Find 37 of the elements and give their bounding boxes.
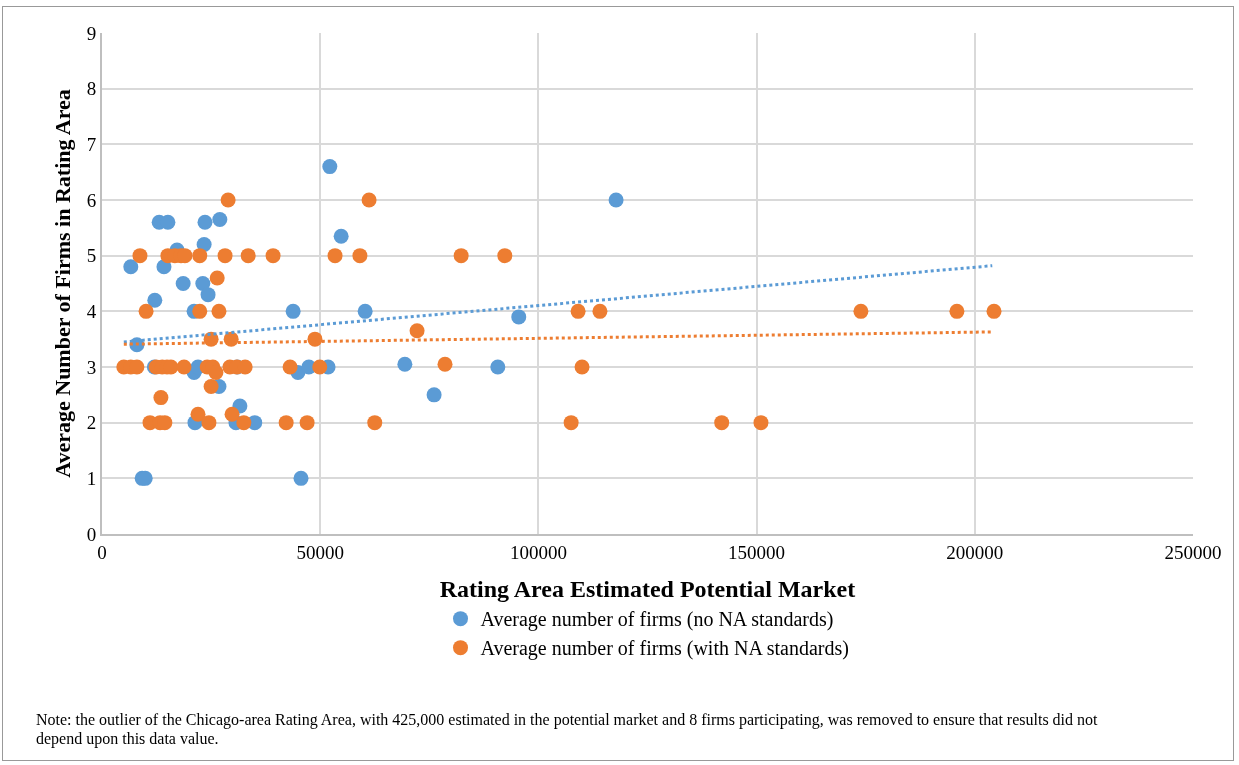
y-tick-label: 3 bbox=[86, 356, 97, 378]
point bbox=[490, 359, 506, 375]
point bbox=[197, 214, 213, 230]
point bbox=[426, 387, 442, 403]
y-tick-label: 8 bbox=[86, 78, 97, 100]
x-tick-label: 200000 bbox=[946, 541, 1004, 563]
point bbox=[147, 292, 163, 308]
point bbox=[212, 211, 228, 227]
y-tick-label: 6 bbox=[86, 189, 97, 211]
y-tick-label: 5 bbox=[86, 245, 97, 267]
x-axis-title: Rating Area Estimated Potential Market bbox=[439, 575, 856, 602]
text: Note: the outlier of the Chicago-area Rating Area, with 425,000 estimated in the potential market and 8 firms participating, was removed to ensure that results did not depend upon this data value. bbox=[36, 710, 1099, 748]
y-tick-label: 0 bbox=[86, 523, 97, 545]
y-axis-title: Average Number of Firms in Rating Area bbox=[50, 89, 75, 478]
point bbox=[333, 228, 349, 244]
x-tick-label: 100000 bbox=[509, 541, 567, 563]
point bbox=[175, 276, 191, 291]
y-tick-label: 1 bbox=[86, 467, 97, 489]
point bbox=[200, 287, 216, 303]
point bbox=[397, 356, 413, 372]
x-tick-label: 50000 bbox=[296, 541, 344, 563]
y-tick-label: 9 bbox=[86, 22, 97, 44]
y-tick-label: 2 bbox=[86, 412, 97, 434]
point bbox=[322, 159, 338, 175]
point bbox=[608, 192, 624, 208]
y-tick-label: 7 bbox=[86, 133, 97, 155]
point bbox=[195, 276, 211, 291]
point bbox=[293, 470, 309, 486]
y-tick-label: 4 bbox=[86, 300, 97, 322]
point bbox=[511, 309, 527, 325]
legend-label: Average number of firms (no NA standards) bbox=[480, 608, 834, 632]
x-tick-label: 150000 bbox=[728, 541, 786, 563]
point bbox=[285, 303, 301, 319]
legend-label: Average number of firms (with NA standards) bbox=[480, 637, 849, 661]
point bbox=[123, 259, 139, 275]
point bbox=[357, 303, 373, 319]
x-tick-label: 250000 bbox=[1164, 541, 1222, 563]
